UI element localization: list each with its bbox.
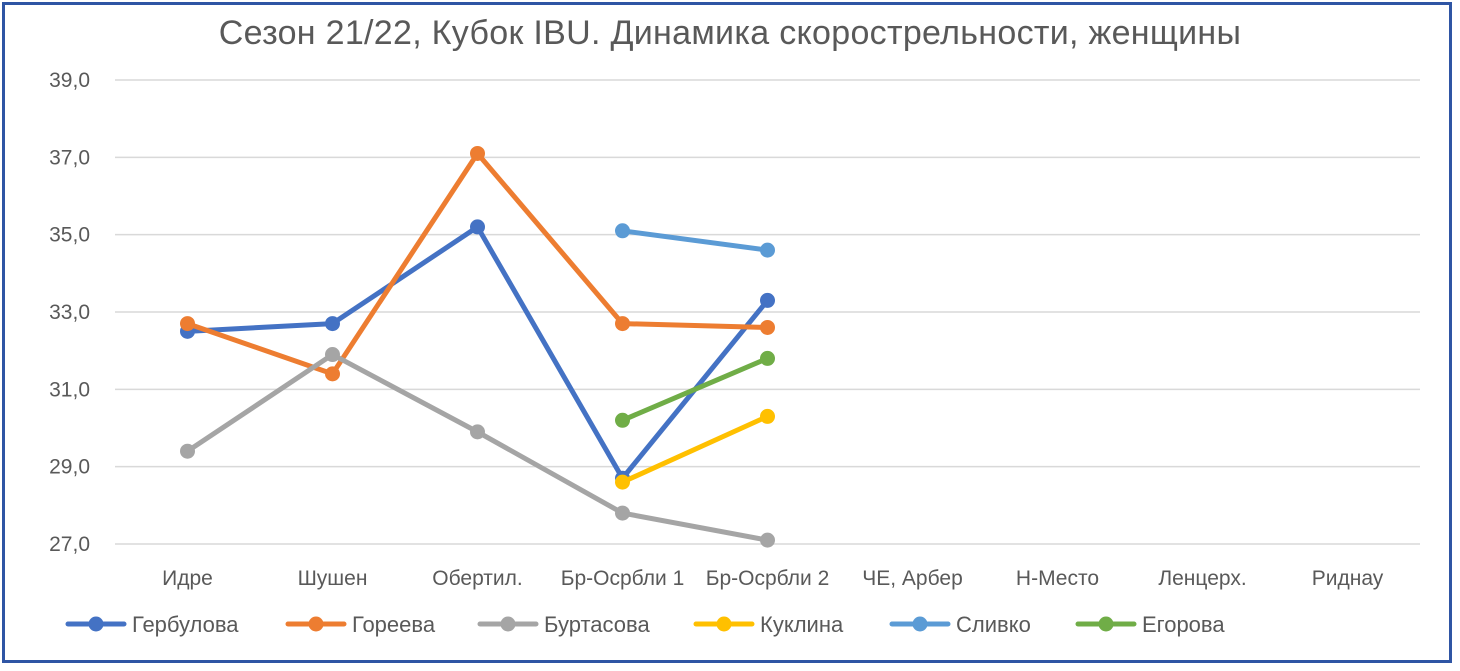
series-line [185,352,770,543]
y-tick-label: 37,0 [49,146,90,169]
data-point [180,316,195,332]
data-point [325,366,340,382]
legend-label: Сливко [956,612,1031,637]
y-axis-ticks: 27,0 29,0 31,0 33,0 35,0 37,0 39,0 [49,69,90,556]
legend-label: Буртасова [544,612,650,637]
x-tick-label: Шушен [298,567,368,590]
data-point [615,505,630,521]
legend-item: Гореева [285,612,436,637]
series-6 [615,350,775,428]
legend-item: Куклина [693,612,844,637]
series-line [185,150,770,377]
x-tick-label: Н-Место [1016,567,1099,590]
data-point [470,145,485,161]
data-point [180,443,195,459]
series-lines [180,145,775,548]
data-point [615,223,630,239]
data-point [760,350,775,366]
legend-item: Буртасова [477,612,650,637]
y-tick-label: 33,0 [49,301,90,324]
series-line [620,413,770,485]
data-point [760,319,775,335]
legend-item: Сливко [889,612,1031,637]
legend-item: Егорова [1075,612,1225,637]
data-point [470,424,485,440]
y-tick-label: 39,0 [49,69,90,92]
data-point [760,408,775,424]
x-tick-label: Риднау [1312,567,1384,590]
legend-label: Куклина [760,612,844,637]
y-tick-label: 29,0 [49,456,90,479]
series-4 [615,408,775,490]
x-tick-label: Бр-Осрбли 2 [706,567,830,590]
data-point [760,242,775,258]
data-point [325,347,340,363]
series-line [620,355,770,423]
legend-swatch-marker [500,616,516,632]
legend: Гербулова Гореева Буртасова Куклина Сливко Ег… [65,612,1225,637]
series-5 [615,223,775,258]
data-point [615,412,630,428]
data-point [470,219,485,235]
x-tick-label: ЧЕ, Арбер [862,567,963,590]
series-2 [180,145,775,382]
series-line [620,228,770,253]
chart-title: Сезон 21/22, Кубок IBU. Динамика скорост… [218,14,1242,52]
x-tick-label: Бр-Осрбли 1 [561,567,685,590]
legend-label: Егорова [1142,612,1225,637]
chart-frame [2,2,1452,663]
series-3 [180,347,775,548]
data-point [615,316,630,332]
legend-item: Гербулова [65,612,239,637]
data-point [760,532,775,548]
data-point [615,474,630,490]
gridlines [115,79,1420,545]
y-tick-label: 35,0 [49,224,90,247]
y-tick-label: 31,0 [49,378,90,401]
x-tick-label: Обертил. [432,567,522,590]
legend-swatch-marker [912,616,928,632]
legend-label: Гореева [352,612,436,637]
x-tick-label: Идре [162,567,213,590]
data-point [760,292,775,308]
legend-swatch-marker [1098,616,1114,632]
x-tick-label: Ленцерх. [1158,567,1246,590]
legend-swatch-marker [88,616,104,632]
data-point [325,316,340,332]
legend-swatch-marker [308,616,324,632]
x-axis-ticks: Идре Шушен Обертил. Бр-Осрбли 1 Бр-Осрбли 2 Ч… [162,567,1384,590]
legend-label: Гербулова [132,612,239,637]
legend-swatch-marker [716,616,732,632]
y-tick-label: 27,0 [49,533,90,556]
